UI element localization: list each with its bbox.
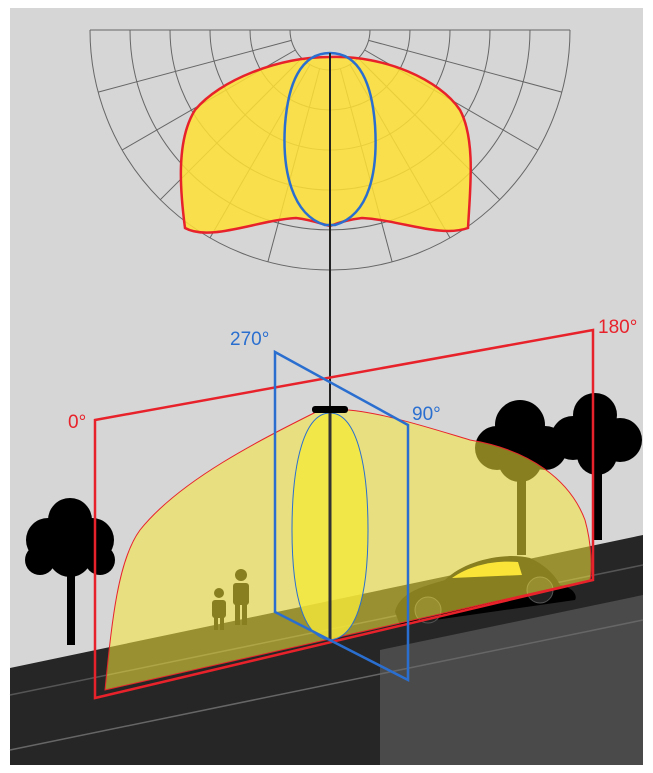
grid-ray (98, 39, 292, 93)
road-line (9, 619, 644, 751)
angle-label: 180° (598, 317, 637, 338)
tree (25, 498, 115, 645)
angle-label: 270° (230, 329, 269, 350)
angle-label: 0° (68, 412, 86, 433)
plane-90-270 (273, 349, 410, 683)
road-near (380, 595, 643, 765)
tree (551, 393, 642, 540)
luminaire (312, 406, 348, 413)
plane-0-180 (93, 328, 595, 700)
angle-label: 90° (412, 404, 441, 425)
grid-ray (368, 39, 562, 93)
